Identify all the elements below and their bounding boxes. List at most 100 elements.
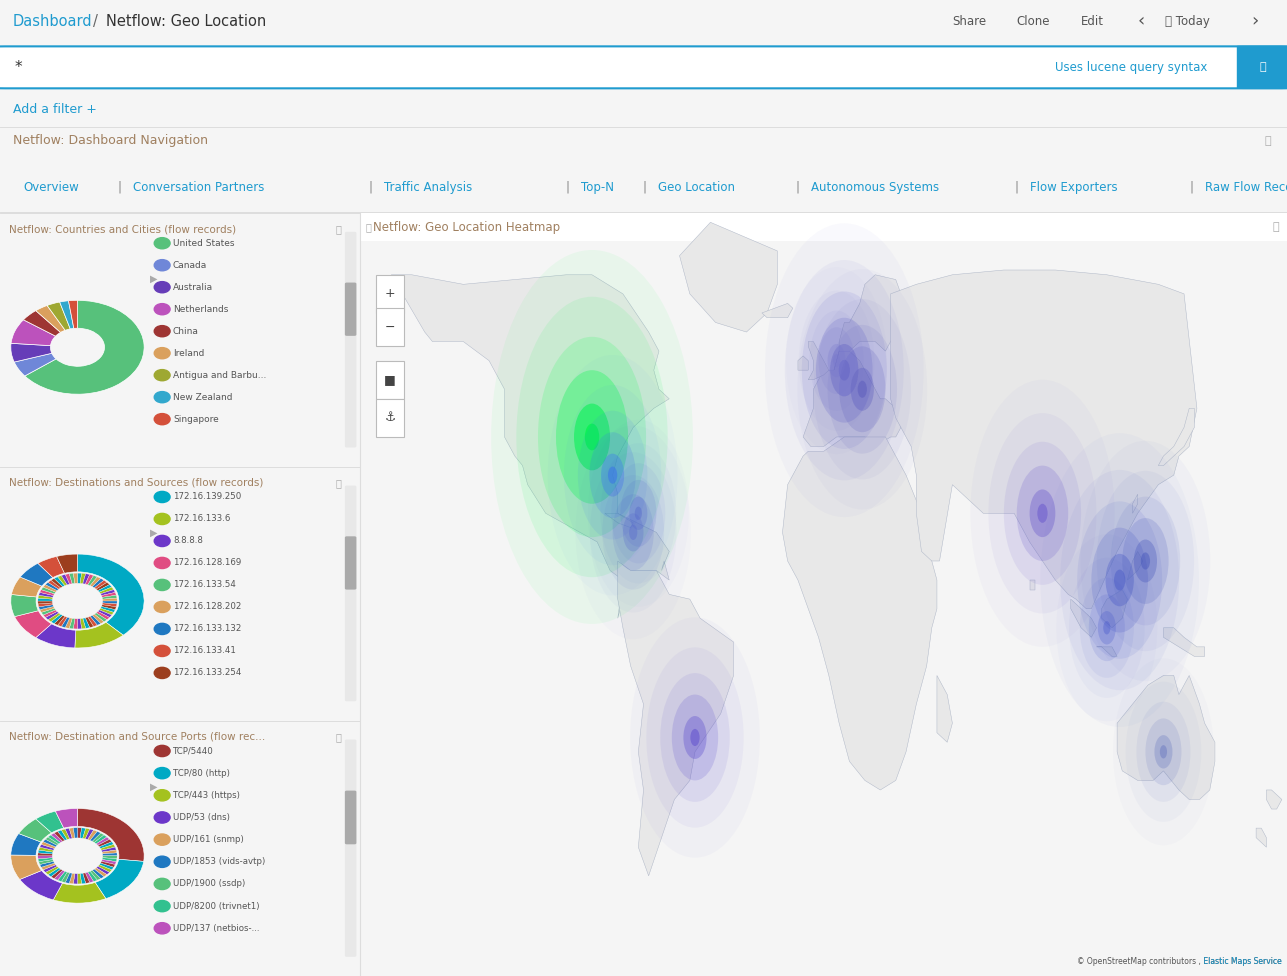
Wedge shape <box>93 614 104 624</box>
Wedge shape <box>98 839 112 847</box>
Circle shape <box>154 260 170 270</box>
Wedge shape <box>97 837 109 845</box>
Circle shape <box>601 454 624 497</box>
FancyBboxPatch shape <box>0 46 1287 88</box>
Circle shape <box>154 580 170 590</box>
Wedge shape <box>80 874 86 884</box>
Wedge shape <box>51 869 63 878</box>
Circle shape <box>154 491 170 503</box>
Circle shape <box>839 360 849 381</box>
Bar <box>376 399 404 437</box>
Wedge shape <box>36 305 66 333</box>
Text: ⤢: ⤢ <box>1273 223 1279 232</box>
Circle shape <box>839 346 885 432</box>
Circle shape <box>629 497 647 530</box>
Wedge shape <box>24 301 144 394</box>
Circle shape <box>154 557 170 569</box>
Wedge shape <box>99 587 113 593</box>
Wedge shape <box>102 858 117 862</box>
Text: ⦿ Today: ⦿ Today <box>1165 15 1210 28</box>
Circle shape <box>516 297 668 577</box>
Bar <box>376 275 404 313</box>
Wedge shape <box>58 576 67 586</box>
Wedge shape <box>100 862 115 868</box>
Wedge shape <box>66 574 72 584</box>
Circle shape <box>154 901 170 912</box>
Circle shape <box>802 292 887 449</box>
Wedge shape <box>39 847 54 852</box>
Wedge shape <box>69 619 75 629</box>
Circle shape <box>828 344 846 378</box>
Text: Traffic Analysis: Traffic Analysis <box>385 181 472 193</box>
Wedge shape <box>93 834 104 842</box>
Wedge shape <box>66 618 72 629</box>
Wedge shape <box>10 855 41 879</box>
Wedge shape <box>51 614 63 624</box>
Wedge shape <box>90 577 100 587</box>
Circle shape <box>813 299 911 479</box>
Circle shape <box>830 344 858 396</box>
Text: Antigua and Barbu...: Antigua and Barbu... <box>172 371 266 380</box>
Wedge shape <box>41 863 55 870</box>
Wedge shape <box>40 590 54 595</box>
Circle shape <box>154 624 170 634</box>
Circle shape <box>833 354 840 367</box>
Wedge shape <box>21 563 53 587</box>
Circle shape <box>1154 735 1172 768</box>
Wedge shape <box>99 863 113 870</box>
Wedge shape <box>62 829 69 839</box>
Text: 172.16.133.6: 172.16.133.6 <box>172 514 230 523</box>
FancyBboxPatch shape <box>345 283 356 336</box>
Circle shape <box>1160 745 1167 758</box>
Wedge shape <box>58 872 67 881</box>
Circle shape <box>1098 611 1116 644</box>
Circle shape <box>154 668 170 678</box>
Wedge shape <box>85 617 94 628</box>
Text: Netflow: Geo Location: Netflow: Geo Location <box>106 14 266 29</box>
Polygon shape <box>1266 790 1282 809</box>
Text: |: | <box>795 181 799 193</box>
Wedge shape <box>73 828 77 838</box>
Wedge shape <box>102 592 116 597</box>
Polygon shape <box>1133 494 1138 513</box>
Text: 172.16.128.169: 172.16.128.169 <box>172 558 241 567</box>
Circle shape <box>154 326 170 337</box>
Wedge shape <box>57 554 77 573</box>
Text: Dashboard: Dashboard <box>13 14 93 29</box>
Polygon shape <box>808 342 829 380</box>
Wedge shape <box>48 581 60 590</box>
Circle shape <box>154 370 170 381</box>
Wedge shape <box>48 834 60 844</box>
Text: 172.16.133.254: 172.16.133.254 <box>172 669 242 677</box>
Circle shape <box>646 647 744 828</box>
Text: ▶: ▶ <box>149 527 157 538</box>
Bar <box>360 208 1287 241</box>
Circle shape <box>1030 489 1055 537</box>
Circle shape <box>690 729 700 746</box>
Text: United States: United States <box>172 239 234 248</box>
Text: |: | <box>1014 181 1018 193</box>
Text: Netflow: Geo Location Heatmap: Netflow: Geo Location Heatmap <box>373 221 560 233</box>
Wedge shape <box>62 617 69 628</box>
Circle shape <box>988 413 1097 614</box>
Text: Add a filter +: Add a filter + <box>13 102 97 116</box>
Text: UDP/8200 (trivnet1): UDP/8200 (trivnet1) <box>172 902 260 911</box>
Circle shape <box>154 812 170 823</box>
Wedge shape <box>40 844 54 850</box>
Text: UDP/1853 (vids-avtp): UDP/1853 (vids-avtp) <box>172 857 265 867</box>
Wedge shape <box>37 598 53 601</box>
Wedge shape <box>48 302 71 330</box>
Wedge shape <box>88 576 98 586</box>
Circle shape <box>154 645 170 657</box>
Wedge shape <box>39 595 53 599</box>
Circle shape <box>620 480 656 547</box>
Wedge shape <box>58 617 67 627</box>
Wedge shape <box>85 829 94 839</box>
Wedge shape <box>39 592 54 597</box>
Circle shape <box>613 494 654 571</box>
Text: Overview: Overview <box>23 181 79 193</box>
Polygon shape <box>1117 675 1215 799</box>
Wedge shape <box>10 594 39 617</box>
Wedge shape <box>102 847 116 852</box>
Text: ⤢: ⤢ <box>335 478 341 488</box>
